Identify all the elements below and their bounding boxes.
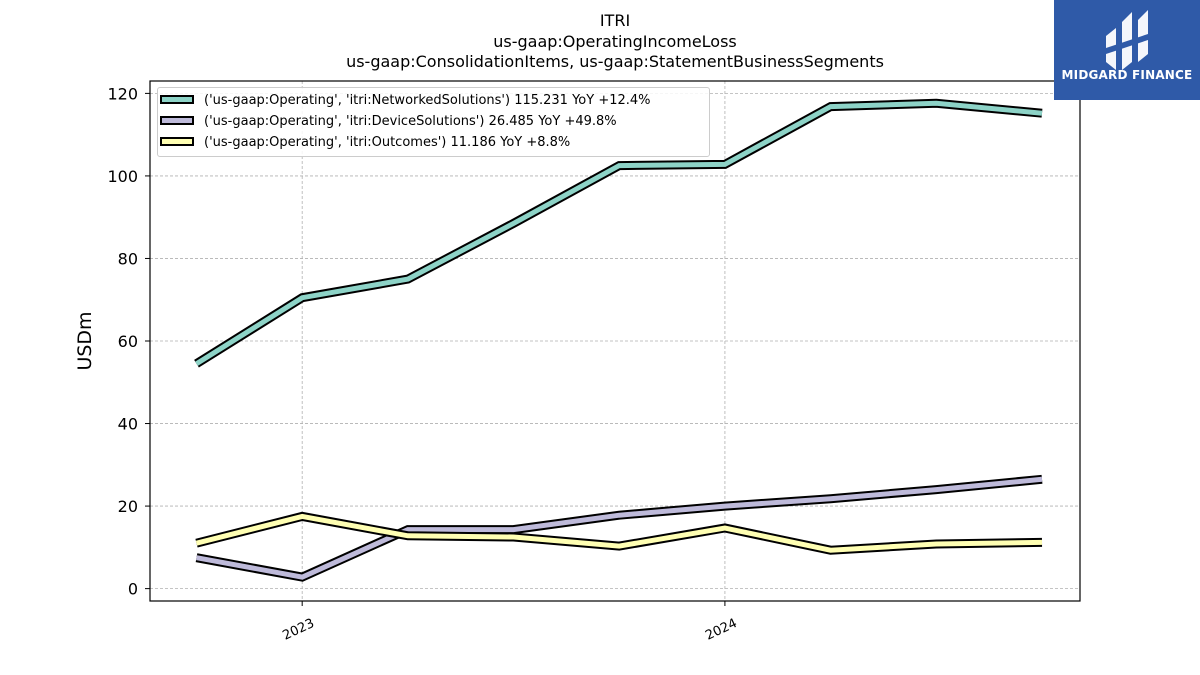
legend-item: ('us-gaap:Operating', 'itri:NetworkedSol… <box>158 91 709 111</box>
legend-item: ('us-gaap:Operating', 'itri:DeviceSoluti… <box>158 112 709 132</box>
y-tick-label: 20 <box>118 497 138 516</box>
legend-item: ('us-gaap:Operating', 'itri:Outcomes') 1… <box>158 133 709 153</box>
legend-swatch <box>160 116 194 125</box>
logo-mark-icon <box>1106 10 1148 70</box>
legend-label: ('us-gaap:Operating', 'itri:DeviceSoluti… <box>204 114 617 129</box>
series-line <box>195 100 1043 366</box>
logo-text: MIDGARD FINANCE <box>1061 68 1193 82</box>
chart-title: ITRI <box>599 11 631 30</box>
y-tick-label: 0 <box>128 580 138 599</box>
series-line-outline <box>195 474 1043 582</box>
chart-subtitle-metric: us-gaap:OperatingIncomeLoss <box>493 32 737 51</box>
y-tick-label: 80 <box>118 249 138 268</box>
y-axis-label: USDm <box>74 311 96 370</box>
x-tick-label: 2024 <box>703 616 739 644</box>
series-lines <box>194 98 1043 582</box>
brand-logo: MIDGARD FINANCE <box>1054 0 1200 100</box>
y-tick-label: 60 <box>118 332 138 351</box>
legend-swatch <box>160 137 194 146</box>
chart-subtitle-dimensions: us-gaap:ConsolidationItems, us-gaap:Stat… <box>346 52 884 71</box>
y-tick-label: 40 <box>118 415 138 434</box>
series-line <box>195 513 1043 553</box>
legend-label: ('us-gaap:Operating', 'itri:NetworkedSol… <box>204 93 651 108</box>
y-tick-label: 100 <box>107 167 138 186</box>
legend-label: ('us-gaap:Operating', 'itri:Outcomes') 1… <box>204 135 571 150</box>
series-line <box>196 476 1043 580</box>
y-tick-label: 120 <box>107 84 138 103</box>
x-tick-label: 2023 <box>281 616 317 644</box>
legend-swatch <box>160 95 194 104</box>
legend: ('us-gaap:Operating', 'itri:NetworkedSol… <box>157 87 710 157</box>
